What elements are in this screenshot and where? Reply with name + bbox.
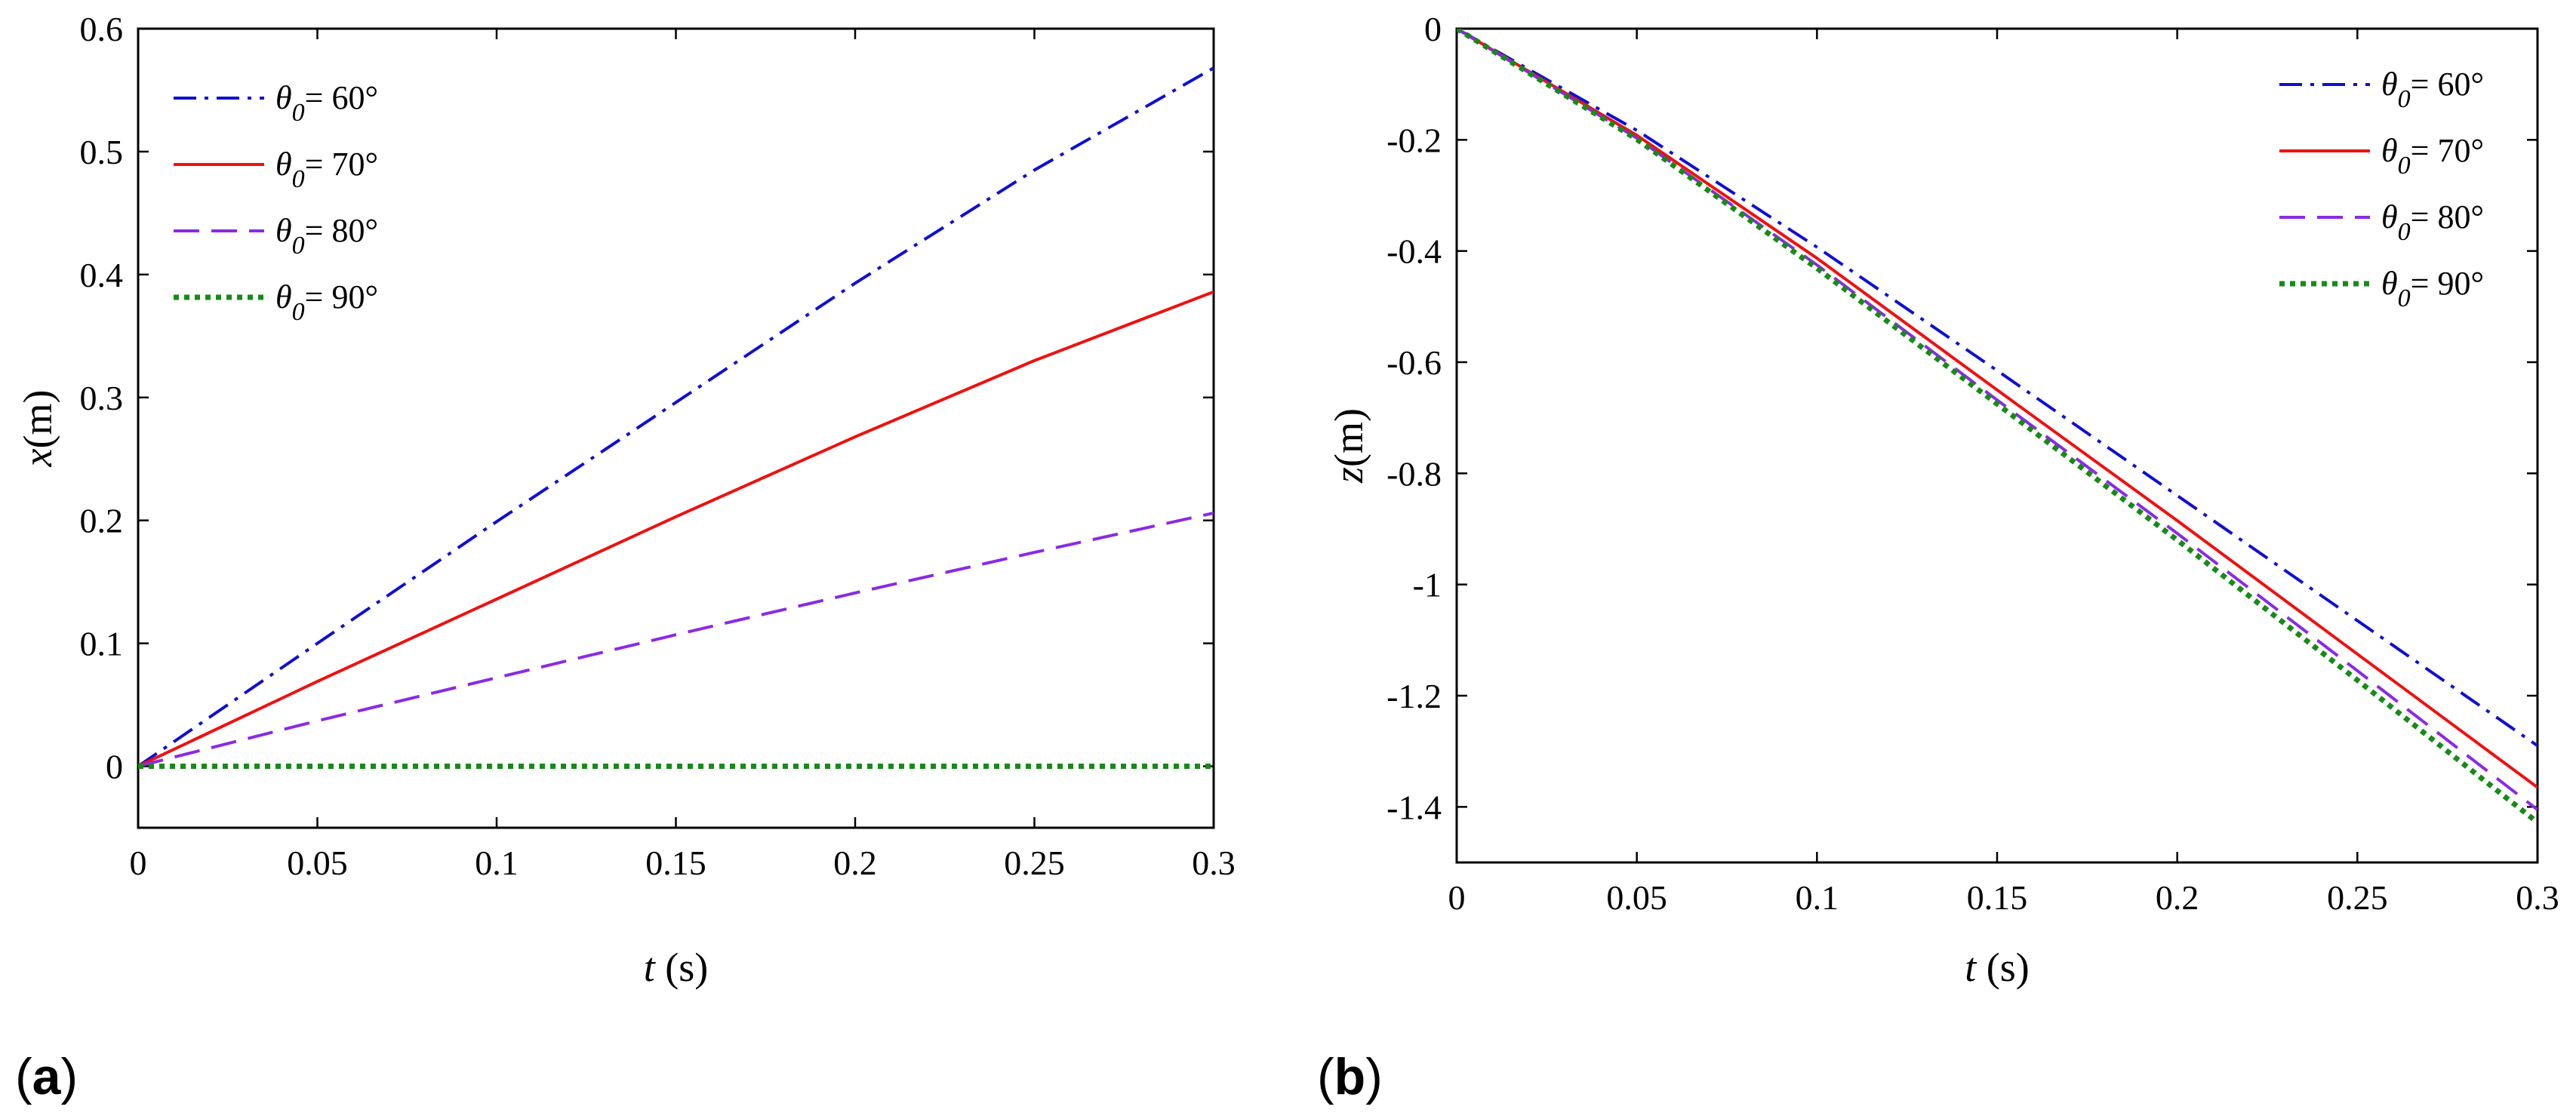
x-tick-label: 0.15: [1967, 878, 2028, 917]
x-tick-label: 0.1: [475, 844, 519, 882]
series-group: [1457, 29, 2538, 825]
panel-label-close-paren: ): [1365, 1048, 1383, 1105]
panel-label-open-paren: (: [15, 1048, 32, 1105]
legend: θ0= 60°θ0= 70°θ0= 80°θ0= 90°: [174, 79, 378, 326]
y-tick-label: -0.4: [1386, 232, 1442, 271]
legend-subscript: 0: [292, 165, 305, 193]
legend-variable: θ: [275, 79, 292, 116]
y-axis-label-variable: x: [15, 448, 60, 467]
legend-value: = 60°: [2411, 66, 2484, 103]
panel-label-close-paren: ): [60, 1048, 78, 1105]
y-tick-label: -1.2: [1386, 677, 1442, 715]
series-line-2: [1457, 29, 2538, 789]
y-tick-label: 0.2: [80, 502, 124, 540]
x-tick-label: 0: [130, 844, 147, 882]
legend-subscript: 0: [292, 298, 305, 326]
x-axis-label-variable: t: [644, 945, 657, 990]
y-tick-label: 0.1: [80, 625, 124, 663]
x-axis-label: t (s): [1965, 945, 2030, 990]
x-tick-label: 0.25: [1004, 844, 1065, 882]
legend: θ0= 60°θ0= 70°θ0= 80°θ0= 90°: [2279, 66, 2484, 312]
y-tick-label: 0.6: [80, 10, 124, 48]
legend-entry-2: θ0= 70°: [275, 146, 378, 193]
panel-label-open-paren: (: [1317, 1048, 1334, 1105]
legend-variable: θ: [275, 146, 292, 183]
y-axis-label: z(m): [1326, 408, 1371, 484]
panel-label-letter: a: [32, 1048, 62, 1105]
legend-value: = 70°: [305, 146, 378, 183]
legend-variable: θ: [2381, 132, 2398, 169]
y-tick-label: 0.4: [80, 256, 124, 294]
legend-value: = 90°: [2411, 265, 2484, 302]
y-tick-label: -0.2: [1386, 121, 1442, 159]
y-tick-label: -1.4: [1386, 788, 1442, 826]
legend-entry-3: θ0= 80°: [2381, 198, 2484, 246]
series-group: [138, 66, 1214, 769]
y-axis-label-unit: (m): [15, 390, 60, 449]
legend-subscript: 0: [2398, 218, 2411, 246]
y-tick-label: 0.3: [80, 379, 124, 417]
legend-subscript: 0: [292, 99, 305, 127]
x-tick-label: 0.3: [1192, 844, 1236, 882]
legend-variable: θ: [275, 278, 292, 315]
legend-entry-4: θ0= 90°: [275, 278, 378, 326]
legend-variable: θ: [2381, 265, 2398, 302]
series-line-3: [138, 511, 1214, 768]
legend-entry-1: θ0= 60°: [275, 79, 378, 127]
series-line-4: [1457, 29, 2538, 825]
legend-value: = 80°: [305, 212, 378, 249]
chart-panel-b: 0 0.05 0.1 0.15 0.2 0.25 0.3 0 -0.2 -0.4 -0.6 -0.8 -…: [1317, 10, 2559, 1105]
series-line-1: [1457, 29, 2538, 747]
chart-panel-a: 0 0.05 0.1 0.15 0.2 0.25 0.3 0 0.1 0.2 0.3 0.4 0.5 0.…: [15, 10, 1236, 1105]
plot-frame: [137, 27, 1215, 829]
series-line-1: [138, 66, 1214, 768]
x-axis-label-unit: (s): [1976, 945, 2029, 990]
x-tick-label: 0.1: [1796, 878, 1839, 917]
x-tick-label: 0.15: [645, 844, 706, 882]
legend-variable: θ: [2381, 66, 2398, 103]
legend-entry-2: θ0= 70°: [2381, 132, 2484, 180]
legend-value: = 80°: [2411, 198, 2484, 235]
y-tick-label: 0.5: [80, 133, 124, 171]
x-tick-label: 0.3: [2516, 878, 2559, 917]
panel-label-letter: b: [1334, 1048, 1366, 1105]
legend-value: = 60°: [305, 79, 378, 116]
x-axis-label-unit: (s): [655, 945, 708, 990]
y-tick-label: -0.6: [1386, 343, 1442, 382]
x-axis-label-variable: t: [1965, 945, 1977, 990]
panel-label: (a): [15, 1048, 78, 1105]
series-line-3: [1457, 29, 2538, 811]
x-tick-label: 0: [1448, 878, 1466, 917]
legend-value: = 90°: [305, 278, 378, 315]
y-tick-label: 0: [106, 748, 123, 786]
y-tick-label: -0.8: [1386, 454, 1442, 493]
legend-variable: θ: [2381, 198, 2398, 235]
series-line-2: [138, 290, 1214, 768]
plot-frame: [1455, 27, 2539, 864]
y-axis-label-unit: (m): [1326, 408, 1371, 467]
x-tick-label: 0.2: [2156, 878, 2199, 917]
legend-subscript: 0: [2398, 152, 2411, 180]
x-axis-label: t (s): [644, 945, 709, 990]
legend-entry-3: θ0= 80°: [275, 212, 378, 260]
y-tick-label: -1: [1413, 566, 1442, 604]
panel-label: (b): [1317, 1048, 1383, 1105]
y-axis-label: x(m): [15, 390, 60, 468]
legend-subscript: 0: [2398, 284, 2411, 312]
x-tick-label: 0.25: [2327, 878, 2388, 917]
y-tick-label: 0: [1424, 10, 1442, 48]
y-axis-label-variable: z: [1326, 467, 1371, 484]
legend-variable: θ: [275, 212, 292, 249]
x-tick-label: 0.2: [833, 844, 877, 882]
legend-entry-4: θ0= 90°: [2381, 265, 2484, 312]
x-tick-label: 0.05: [287, 844, 348, 882]
x-tick-label: 0.05: [1606, 878, 1667, 917]
legend-entry-1: θ0= 60°: [2381, 66, 2484, 113]
legend-value: = 70°: [2411, 132, 2484, 169]
legend-subscript: 0: [292, 232, 305, 260]
legend-subscript: 0: [2398, 85, 2411, 113]
